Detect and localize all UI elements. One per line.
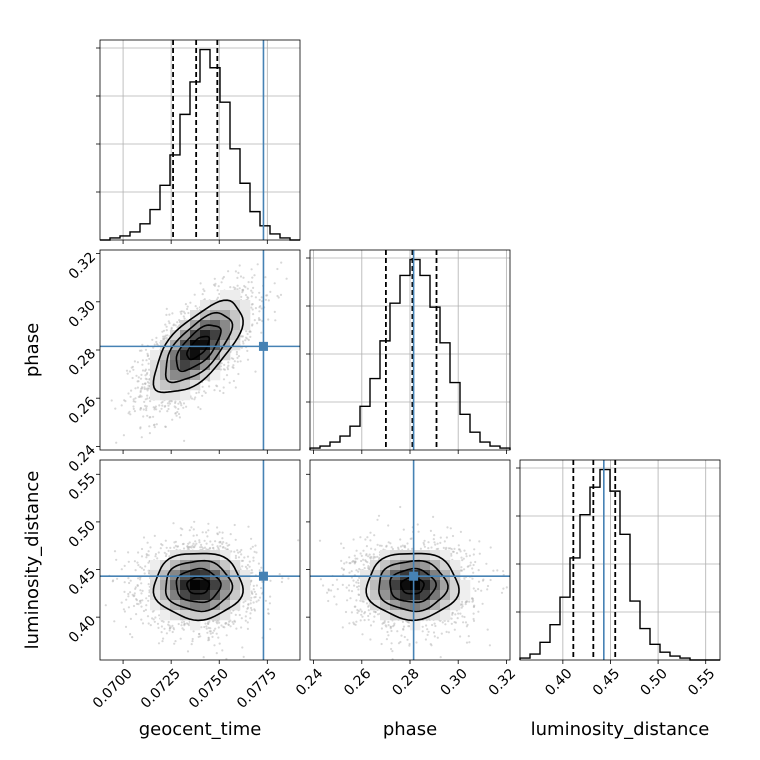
tick-label-geocent_time: 0.0725 bbox=[138, 666, 184, 712]
histogram-luminosity_distance bbox=[519, 468, 720, 661]
contour-line bbox=[175, 324, 222, 373]
contour-line bbox=[186, 576, 211, 595]
hist-panel-phase bbox=[306, 249, 511, 454]
tick-label-luminosity_distance: 0.55 bbox=[685, 666, 718, 699]
contour-line bbox=[389, 567, 437, 604]
tick-label-luminosity_distance: 0.40 bbox=[66, 613, 99, 646]
tick-label-geocent_time: 0.0750 bbox=[186, 666, 232, 712]
truth-marker bbox=[258, 571, 268, 581]
contour-line bbox=[152, 552, 244, 622]
panel-frame bbox=[99, 459, 301, 661]
contour-line bbox=[365, 552, 460, 622]
tick-label-phase: 0.32 bbox=[66, 249, 99, 282]
density-panel-phase-luminosity_distance bbox=[306, 459, 511, 664]
histogram-phase bbox=[309, 258, 511, 450]
tick-label-luminosity_distance: 0.50 bbox=[637, 666, 670, 699]
tick-label-phase: 0.28 bbox=[389, 666, 422, 699]
tick-label-phase: 0.24 bbox=[293, 666, 326, 699]
contour-line bbox=[175, 567, 222, 604]
tick-label-luminosity_distance: 0.55 bbox=[66, 470, 99, 503]
density-panel-geocent_time-luminosity_distance bbox=[96, 459, 301, 664]
tick-label-geocent_time: 0.0775 bbox=[234, 666, 280, 712]
axis-label-phase: phase bbox=[383, 719, 437, 740]
tick-label-phase: 0.24 bbox=[66, 442, 99, 475]
hist-panel-luminosity_distance bbox=[516, 459, 721, 664]
axis-label-phase: phase bbox=[22, 323, 43, 377]
tick-label-luminosity_distance: 0.45 bbox=[66, 565, 99, 598]
tick-label-phase: 0.32 bbox=[486, 666, 519, 699]
panel-frame bbox=[519, 459, 721, 661]
tick-label-phase: 0.26 bbox=[66, 394, 99, 427]
tick-label-luminosity_distance: 0.45 bbox=[590, 666, 623, 699]
truth-marker bbox=[258, 341, 268, 351]
histogram-geocent_time bbox=[100, 48, 300, 241]
tick-label-luminosity_distance: 0.50 bbox=[66, 518, 99, 551]
contour-line bbox=[378, 559, 449, 613]
axis-label-geocent_time: geocent_time bbox=[139, 719, 262, 740]
density-panel-geocent_time-phase bbox=[96, 249, 301, 454]
axis-label-luminosity_distance: luminosity_distance bbox=[22, 471, 43, 650]
tick-label-phase: 0.30 bbox=[66, 298, 99, 331]
contour-line bbox=[164, 559, 234, 613]
tick-label-luminosity_distance: 0.40 bbox=[542, 666, 575, 699]
contour-line bbox=[164, 311, 234, 384]
tick-label-geocent_time: 0.0700 bbox=[90, 666, 136, 712]
contour-line bbox=[152, 299, 244, 394]
tick-label-phase: 0.28 bbox=[66, 346, 99, 379]
contour-line bbox=[186, 335, 211, 361]
hist-panel-geocent_time bbox=[96, 39, 301, 244]
truth-marker bbox=[409, 571, 419, 581]
tick-label-phase: 0.30 bbox=[438, 666, 471, 699]
tick-label-phase: 0.26 bbox=[341, 666, 374, 699]
axis-label-luminosity_distance: luminosity_distance bbox=[531, 719, 710, 740]
panel-frame bbox=[99, 39, 301, 241]
